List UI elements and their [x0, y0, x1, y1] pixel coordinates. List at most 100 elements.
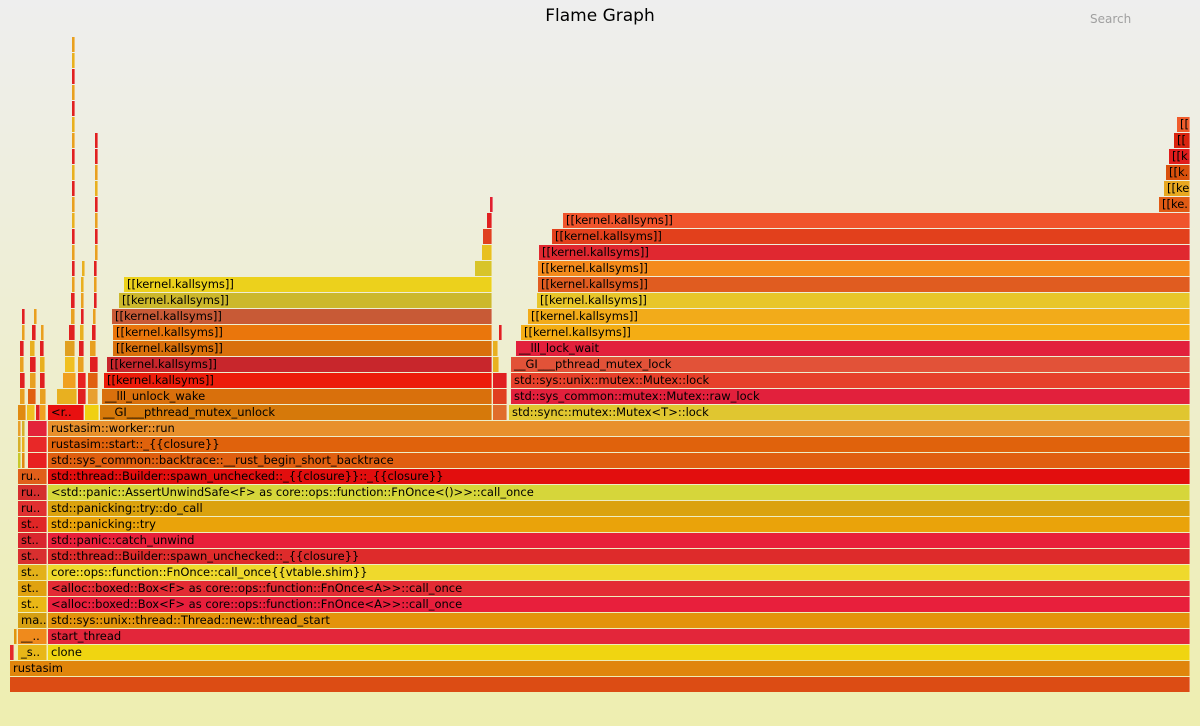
flame-frame[interactable]: [[kernel.kallsyms]] — [113, 325, 492, 340]
flame-frame[interactable] — [95, 165, 98, 180]
flame-frame[interactable] — [22, 421, 25, 436]
flame-frame[interactable]: [[kernel.kallsyms]] — [124, 277, 492, 292]
flame-frame[interactable] — [72, 85, 75, 100]
flame-frame[interactable] — [72, 101, 75, 116]
flame-frame[interactable] — [94, 261, 97, 276]
flame-frame[interactable] — [20, 341, 24, 356]
flame-frame[interactable]: [[k.. — [1166, 165, 1190, 180]
flame-frame[interactable]: st.. — [18, 597, 47, 612]
flame-frame[interactable] — [81, 277, 84, 292]
flame-frame[interactable]: <std::panic::AssertUnwindSafe<F> as core… — [48, 485, 1190, 500]
flame-frame[interactable]: [[kernel.kallsyms]] — [112, 309, 492, 324]
flame-frame[interactable] — [80, 325, 84, 340]
flame-frame[interactable] — [22, 453, 25, 468]
flame-frame[interactable] — [65, 341, 75, 356]
flame-frame[interactable]: std::panicking::try::do_call — [48, 501, 1190, 516]
flame-frame[interactable]: st.. — [18, 581, 47, 596]
flame-frame[interactable] — [69, 325, 75, 340]
flame-frame[interactable]: [[ke.. — [1164, 181, 1190, 196]
flame-frame[interactable] — [28, 389, 36, 404]
flame-frame[interactable]: [[ — [1174, 133, 1190, 148]
flame-frame[interactable]: [[ke.. — [1159, 197, 1190, 212]
flame-frame[interactable] — [71, 309, 75, 324]
flame-frame[interactable] — [95, 245, 98, 260]
flame-frame[interactable] — [72, 53, 75, 68]
flame-frame[interactable] — [40, 405, 46, 420]
search-button[interactable]: Search — [1090, 12, 1132, 26]
flame-frame[interactable] — [72, 69, 75, 84]
flame-frame[interactable] — [499, 325, 502, 340]
flame-frame[interactable] — [22, 309, 25, 324]
flame-frame[interactable] — [18, 437, 21, 452]
flame-frame[interactable] — [10, 677, 1190, 692]
flame-frame[interactable] — [10, 645, 14, 660]
flame-frame[interactable] — [490, 197, 493, 212]
flame-frame[interactable] — [95, 133, 98, 148]
flame-frame[interactable]: [[kernel.kallsyms]] — [552, 229, 1190, 244]
flame-frame[interactable] — [72, 117, 75, 132]
flame-frame[interactable] — [85, 405, 99, 420]
flame-frame[interactable]: ru.. — [18, 485, 47, 500]
flame-frame[interactable]: std::sys_common::mutex::Mutex::raw_lock — [511, 389, 1190, 404]
flame-frame[interactable] — [95, 181, 98, 196]
flame-frame[interactable] — [41, 325, 44, 340]
flame-frame[interactable] — [57, 389, 77, 404]
flame-frame[interactable] — [18, 421, 21, 436]
flame-frame[interactable]: [[kernel.kallsyms]] — [538, 277, 1190, 292]
flame-frame[interactable] — [72, 261, 75, 276]
flame-frame[interactable]: [[kernel.kallsyms]] — [537, 293, 1190, 308]
flame-frame[interactable]: ru.. — [18, 501, 47, 516]
flame-frame[interactable] — [72, 197, 75, 212]
flame-frame[interactable] — [40, 357, 45, 372]
flame-frame[interactable] — [32, 325, 36, 340]
flame-frame[interactable]: _s.. — [18, 645, 47, 660]
flame-frame[interactable] — [71, 293, 75, 308]
flame-frame[interactable]: st.. — [18, 533, 47, 548]
flame-frame[interactable] — [483, 229, 492, 244]
flame-frame[interactable] — [40, 389, 46, 404]
flame-frame[interactable] — [487, 213, 492, 228]
flame-frame[interactable] — [95, 213, 98, 228]
flame-frame[interactable]: std::sys::unix::mutex::Mutex::lock — [511, 373, 1190, 388]
flame-frame[interactable]: clone — [48, 645, 1190, 660]
flame-frame[interactable] — [88, 373, 98, 388]
flame-frame[interactable] — [78, 389, 86, 404]
flame-frame[interactable]: __GI___pthread_mutex_lock — [511, 357, 1190, 372]
flame-frame[interactable] — [18, 453, 21, 468]
flame-frame[interactable]: std::sys::unix::thread::Thread::new::thr… — [48, 613, 1190, 628]
flame-frame[interactable] — [30, 341, 35, 356]
flame-frame[interactable]: [[kernel.kallsyms]] — [119, 293, 492, 308]
flame-frame[interactable]: rustasim::start::_{{closure}} — [48, 437, 1190, 452]
flame-frame[interactable] — [493, 373, 507, 388]
flame-frame[interactable] — [63, 373, 76, 388]
flame-frame[interactable]: [[kernel.kallsyms]] — [521, 325, 1190, 340]
flame-frame[interactable]: [[k.. — [1169, 149, 1190, 164]
flame-frame[interactable] — [90, 341, 96, 356]
flame-frame[interactable]: [[kernel.kallsyms]] — [107, 357, 492, 372]
flame-frame[interactable] — [94, 277, 97, 292]
flame-frame[interactable] — [94, 293, 97, 308]
flame-frame[interactable]: rustasim — [10, 661, 1190, 676]
flame-frame[interactable] — [79, 341, 84, 356]
flame-frame[interactable]: st.. — [18, 517, 47, 532]
flame-frame[interactable] — [28, 421, 47, 436]
flame-frame[interactable] — [72, 37, 75, 52]
flame-frame[interactable] — [95, 229, 98, 244]
flame-frame[interactable] — [20, 389, 25, 404]
flame-frame[interactable] — [95, 197, 98, 212]
flame-frame[interactable] — [40, 373, 45, 388]
flame-frame[interactable]: st.. — [18, 549, 47, 564]
flame-frame[interactable]: rustasim::worker::run — [48, 421, 1190, 436]
flame-frame[interactable] — [93, 309, 96, 324]
flame-frame[interactable] — [72, 165, 75, 180]
flame-frame[interactable]: <alloc::boxed::Box<F> as core::ops::func… — [48, 581, 1190, 596]
flame-frame[interactable]: core::ops::function::FnOnce::call_once{{… — [48, 565, 1190, 580]
flame-frame[interactable] — [493, 405, 507, 420]
flame-frame[interactable] — [78, 373, 86, 388]
flame-frame[interactable] — [30, 357, 36, 372]
flame-frame[interactable]: std::thread::Builder::spawn_unchecked::_… — [48, 469, 1190, 484]
flame-frame[interactable]: std::thread::Builder::spawn_unchecked::_… — [48, 549, 1190, 564]
flame-frame[interactable] — [78, 357, 84, 372]
flame-frame[interactable] — [72, 181, 75, 196]
flame-frame[interactable] — [14, 629, 17, 644]
